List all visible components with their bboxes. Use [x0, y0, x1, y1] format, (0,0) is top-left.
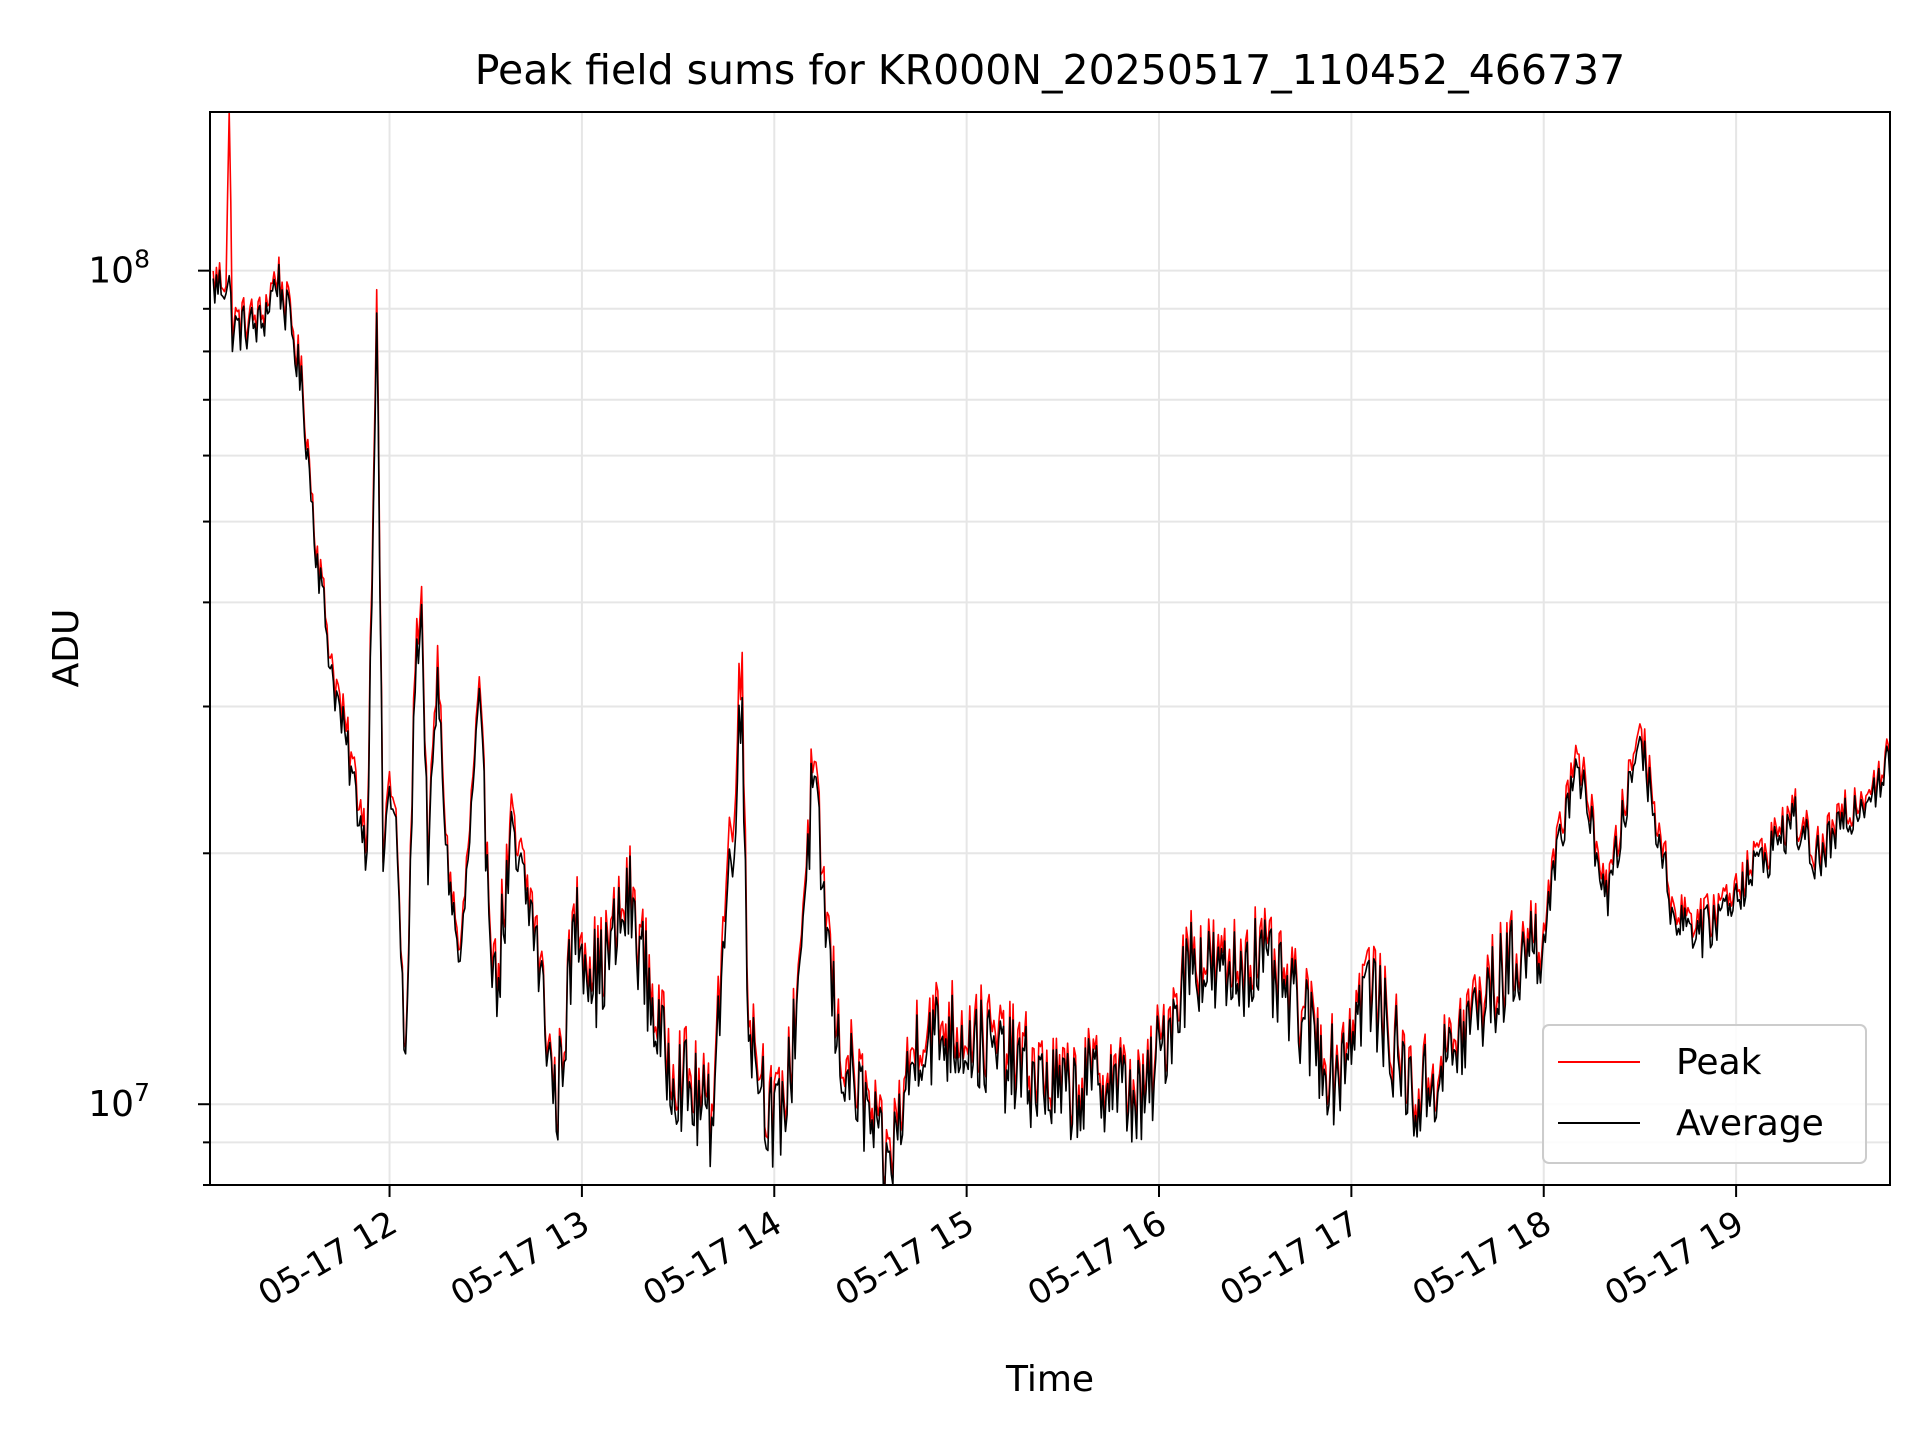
legend-label-average: Average [1676, 1103, 1824, 1144]
series-line-average [212, 263, 1891, 1186]
y-axis-label: ADU [46, 609, 87, 688]
series-layer [212, 111, 1891, 1186]
y-tick-label: 107 [88, 1078, 150, 1125]
plot-area-frame [209, 111, 1891, 1186]
chart-title: Peak field sums for KR000N_20250517_1104… [475, 46, 1625, 94]
x-axis-label: Time [1005, 1359, 1094, 1400]
legend: Peak Average [1542, 1024, 1867, 1164]
legend-label-peak: Peak [1676, 1042, 1762, 1083]
y-tick-label: 108 [88, 245, 150, 292]
legend-box [1542, 1024, 1867, 1164]
